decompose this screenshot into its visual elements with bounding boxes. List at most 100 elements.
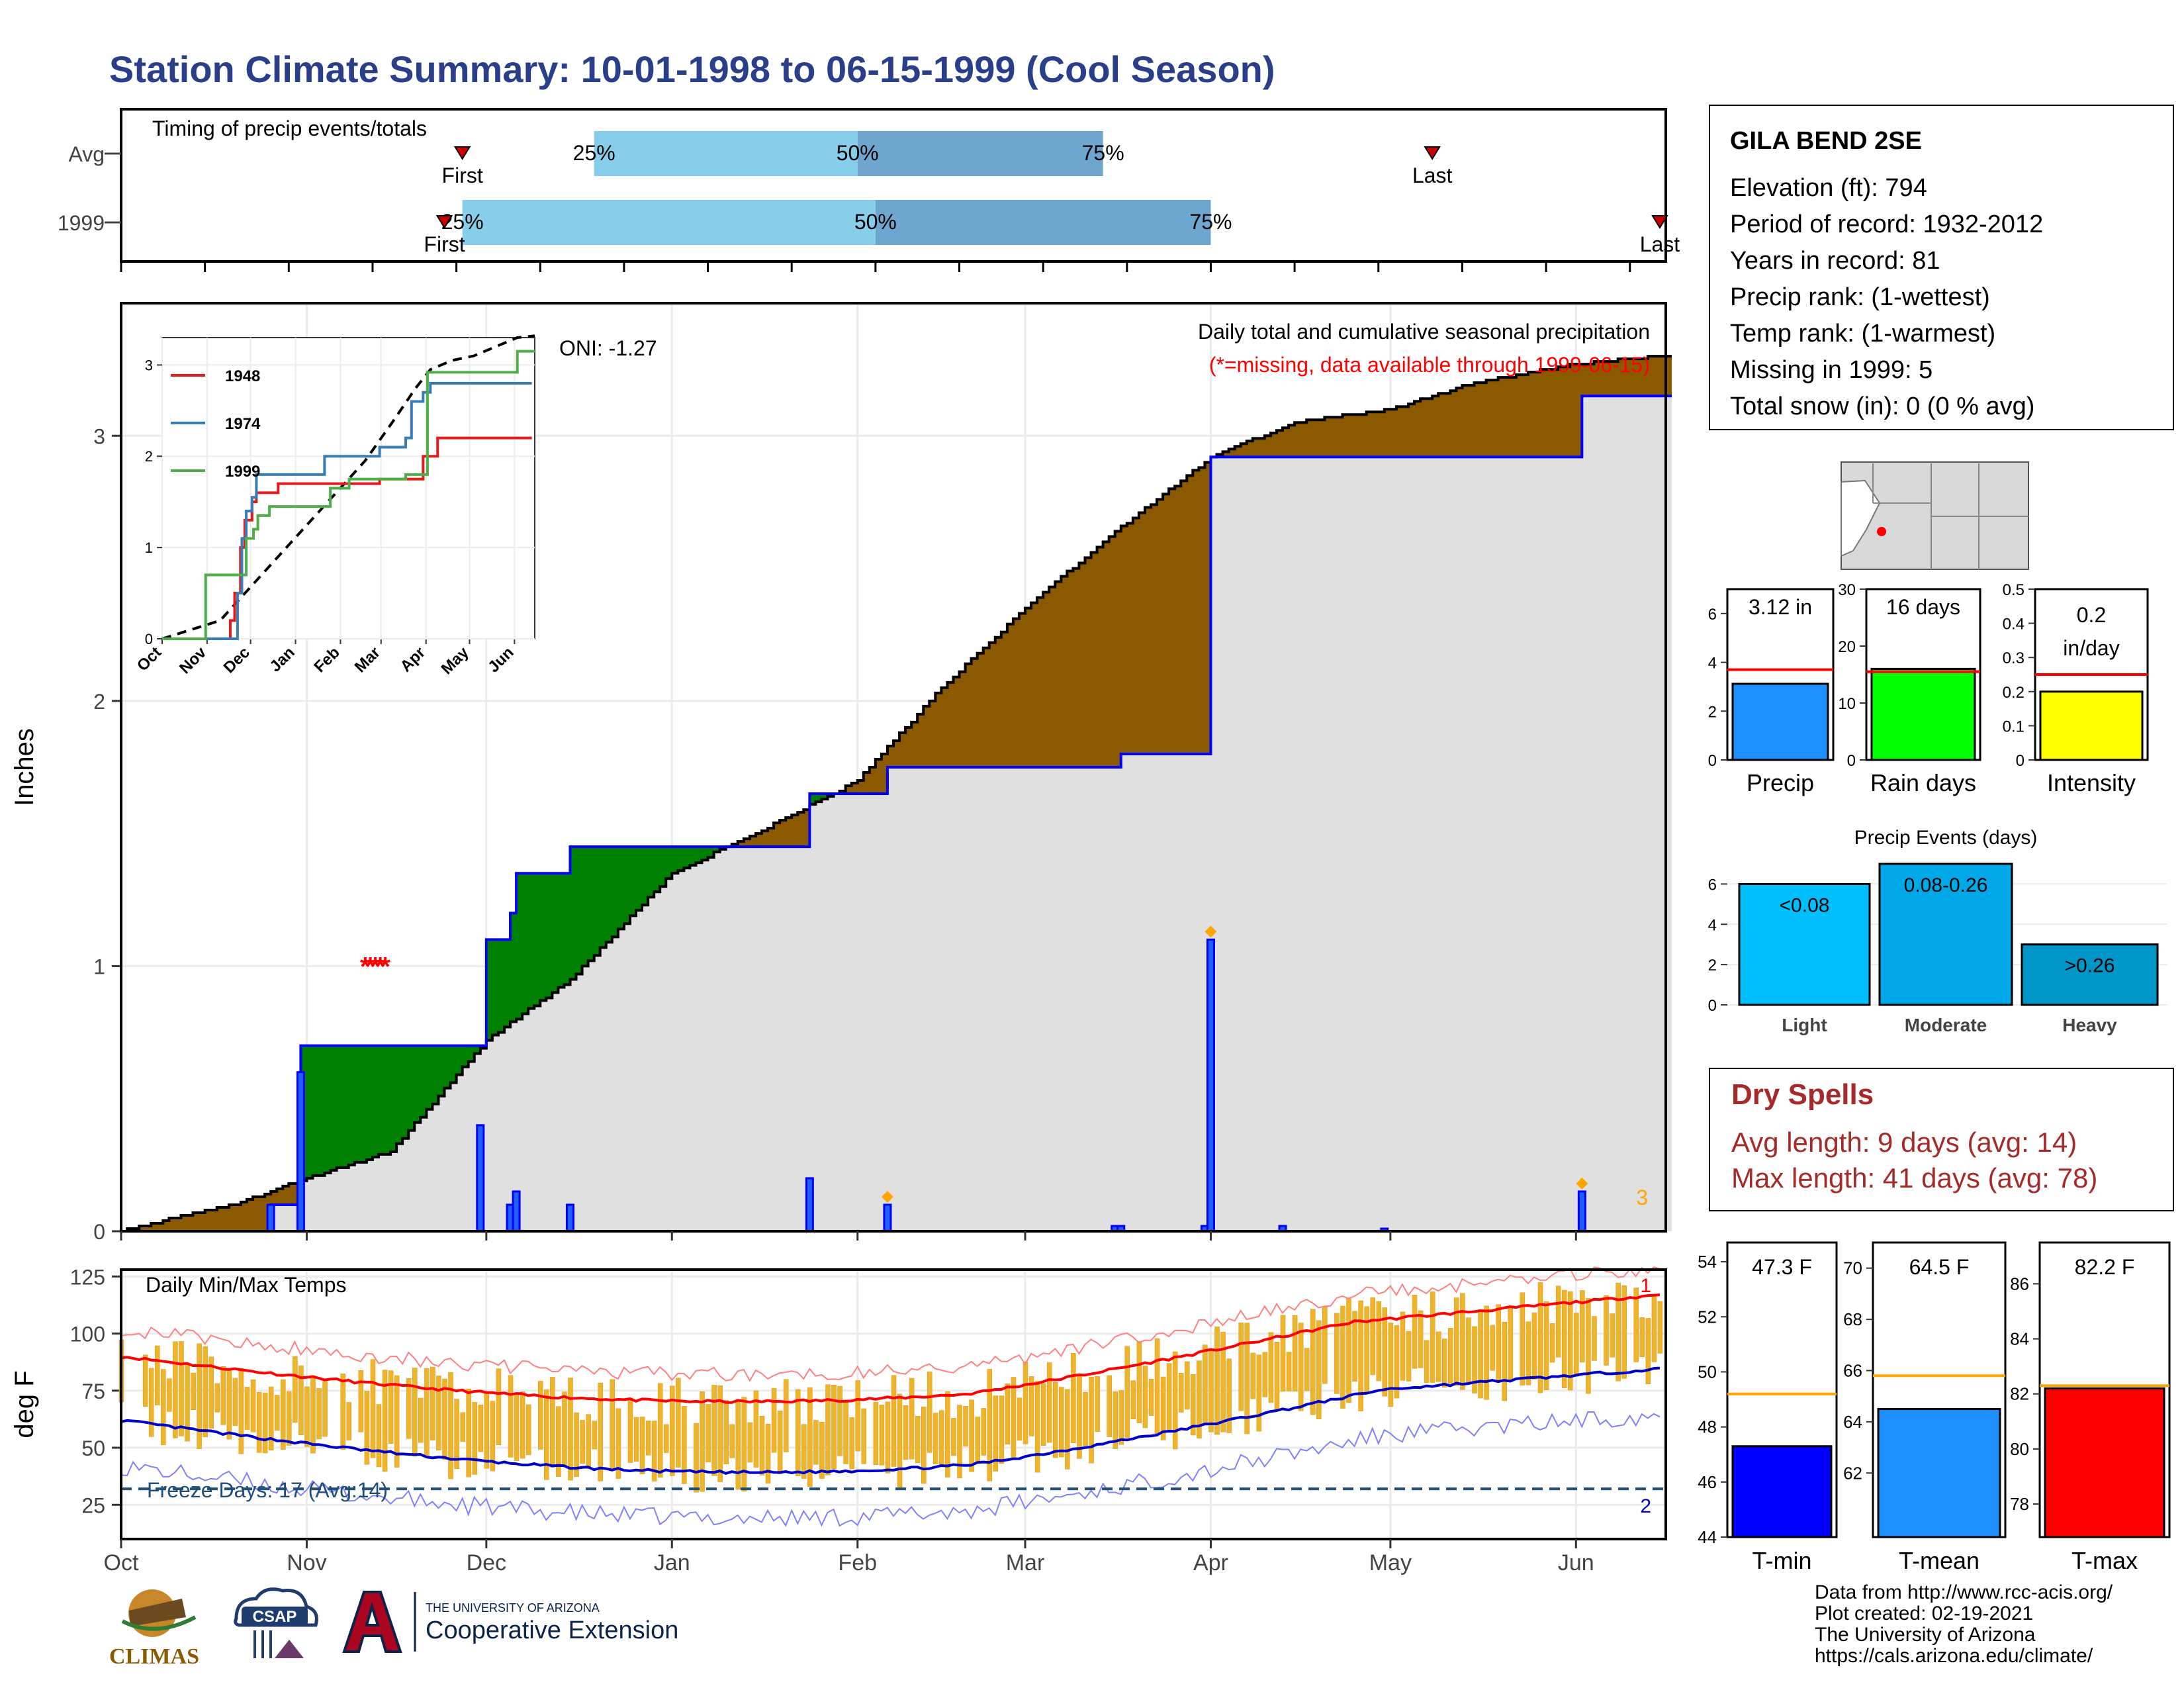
- temp-daily-bar: [448, 1372, 453, 1479]
- precip-events-category: Light: [1782, 1015, 1827, 1035]
- temp-daily-bar: [945, 1391, 950, 1477]
- temp-daily-bar: [382, 1370, 388, 1472]
- temp-daily-bar: [1244, 1323, 1250, 1434]
- temp-daily-bar: [1615, 1282, 1621, 1382]
- tempbar-name: T-max: [2071, 1547, 2138, 1574]
- tempbar-value-label: 82.2 F: [2075, 1255, 2135, 1279]
- temp-daily-bar: [1376, 1301, 1382, 1382]
- ua-logo: THE UNIVERSITY OF ARIZONA Cooperative Ex…: [342, 1591, 678, 1653]
- temp-daily-bar: [1651, 1295, 1657, 1362]
- temp-daily-bar: [556, 1406, 561, 1477]
- inset-legend-label: 1948: [225, 367, 260, 385]
- temp-daily-bar: [1028, 1376, 1034, 1436]
- temp-daily-bar: [430, 1366, 435, 1441]
- temp-daily-bar: [1238, 1322, 1244, 1411]
- minibar-value-bar: [1870, 667, 1976, 761]
- temp-daily-bar: [1382, 1307, 1388, 1397]
- precip-max-diamond: [1576, 1177, 1588, 1190]
- temp-daily-bar: [1256, 1354, 1262, 1432]
- temp-daily-bar: [796, 1389, 801, 1476]
- temp-daily-bar: [250, 1379, 256, 1432]
- locator-map: [1841, 461, 2029, 570]
- station-years: Years in record: 81: [1730, 247, 1940, 275]
- temp-daily-bar: [418, 1397, 424, 1443]
- temp-daily-bar: [376, 1404, 382, 1468]
- climas-logo: CLIMAS: [109, 1589, 199, 1669]
- temp-daily-bar: [1388, 1323, 1394, 1407]
- temp-daily-bar: [520, 1391, 525, 1459]
- temp-daily-bar: [197, 1343, 202, 1449]
- temp-daily-bar: [220, 1366, 226, 1425]
- temp-daily-bar: [1322, 1306, 1328, 1384]
- precip-daily-bar: [476, 1124, 485, 1233]
- temp-daily-bar: [1472, 1326, 1477, 1393]
- page-title: Station Climate Summary: 10-01-1998 to 0…: [109, 48, 1275, 90]
- temp-daily-bar: [1262, 1352, 1268, 1397]
- temp-ylabel: deg F: [10, 1370, 39, 1438]
- temp-record-high-label: 1: [1640, 1275, 1651, 1297]
- precip-max-diamond: [1205, 925, 1217, 938]
- temp-daily-bar: [490, 1401, 496, 1472]
- inset-ytick-label: 0: [145, 631, 153, 647]
- temp-daily-bar: [580, 1420, 585, 1464]
- tempbar-ytick-label: 44: [1698, 1527, 1717, 1547]
- tempbar-name: T-mean: [1899, 1547, 1979, 1574]
- inset-series-line: [162, 381, 532, 640]
- tempbar-ytick-label: 54: [1698, 1252, 1717, 1272]
- temp-panel-title: Daily Min/Max Temps: [146, 1273, 346, 1297]
- temp-daily-bar: [406, 1378, 412, 1439]
- dry-spells-title: Dry Spells: [1731, 1078, 1874, 1111]
- precip-daily-bar: [512, 1190, 521, 1233]
- temp-daily-bar: [550, 1377, 555, 1468]
- temp-daily-bar: [1040, 1383, 1046, 1446]
- precip-events-category: Heavy: [2062, 1015, 2117, 1035]
- temp-daily-bar: [1537, 1282, 1543, 1393]
- minibar-ytick-label: 10: [1838, 695, 1856, 713]
- month-axis: Oct Nov Dec Jan Feb Mar Apr May Jun: [104, 1231, 1594, 1575]
- month-label: Nov: [287, 1550, 326, 1575]
- precip-events-bar-label: <0.08: [1780, 894, 1830, 916]
- temp-daily-bar: [1424, 1340, 1430, 1383]
- temp-daily-bar: [238, 1368, 244, 1454]
- temp-daily-bar: [155, 1345, 160, 1405]
- temp-daily-bar: [1148, 1378, 1154, 1416]
- temp-daily-bar: [268, 1386, 274, 1450]
- temp-frame: [120, 1268, 1667, 1540]
- minibar-value-bar: [2039, 690, 2144, 761]
- temp-daily-bar: [633, 1417, 639, 1462]
- temp-daily-bar: [1083, 1391, 1088, 1446]
- temp-daily-bar: [759, 1415, 765, 1476]
- temp-daily-bar: [358, 1370, 364, 1432]
- temp-daily-bar: [921, 1406, 927, 1484]
- temp-daily-bar: [843, 1401, 848, 1464]
- station-name: GILA BEND 2SE: [1730, 127, 1922, 155]
- temp-bar-charts: 44 46 48 50 52 54 47.3 F T-min 62 64 66 68 70 64.5 F T…: [1698, 1241, 2171, 1574]
- temp-daily-bar: [885, 1401, 891, 1474]
- tempbar-ytick-label: 50: [1698, 1362, 1717, 1382]
- tempbar-ytick-label: 52: [1698, 1307, 1717, 1327]
- temp-daily-bar: [460, 1412, 465, 1442]
- temp-daily-bar: [1005, 1383, 1011, 1445]
- temp-daily-bar: [957, 1405, 962, 1479]
- temp-daily-bar: [1292, 1315, 1298, 1392]
- temp-daily-bar: [670, 1385, 675, 1476]
- temp-daily-bar: [203, 1346, 208, 1438]
- temp-daily-bar: [1364, 1306, 1369, 1393]
- timing-pct-label: 75%: [1082, 141, 1124, 165]
- precip-below-avg-fill: [127, 356, 1672, 1231]
- temp-daily-bar: [975, 1417, 980, 1462]
- temp-daily-bar: [214, 1383, 220, 1413]
- precip-events-bar: [1738, 882, 1871, 1006]
- temp-ytick-label: 25: [81, 1493, 105, 1517]
- precip-corner-count: 3: [1636, 1186, 1648, 1209]
- temp-daily-bar: [969, 1399, 974, 1472]
- precip-daily-bar: [883, 1203, 892, 1233]
- timing-last-marker: [1424, 146, 1441, 160]
- minibar-value-unit: in/day: [2063, 636, 2119, 660]
- temp-daily-bar: [639, 1417, 645, 1475]
- minibar-ytick-label: 0.5: [2003, 581, 2025, 599]
- tempbar-value-label: 64.5 F: [1909, 1255, 1970, 1279]
- temp-daily-bar: [1586, 1298, 1591, 1394]
- temp-daily-bar: [148, 1368, 154, 1437]
- minibar-name: Intensity: [2047, 769, 2136, 796]
